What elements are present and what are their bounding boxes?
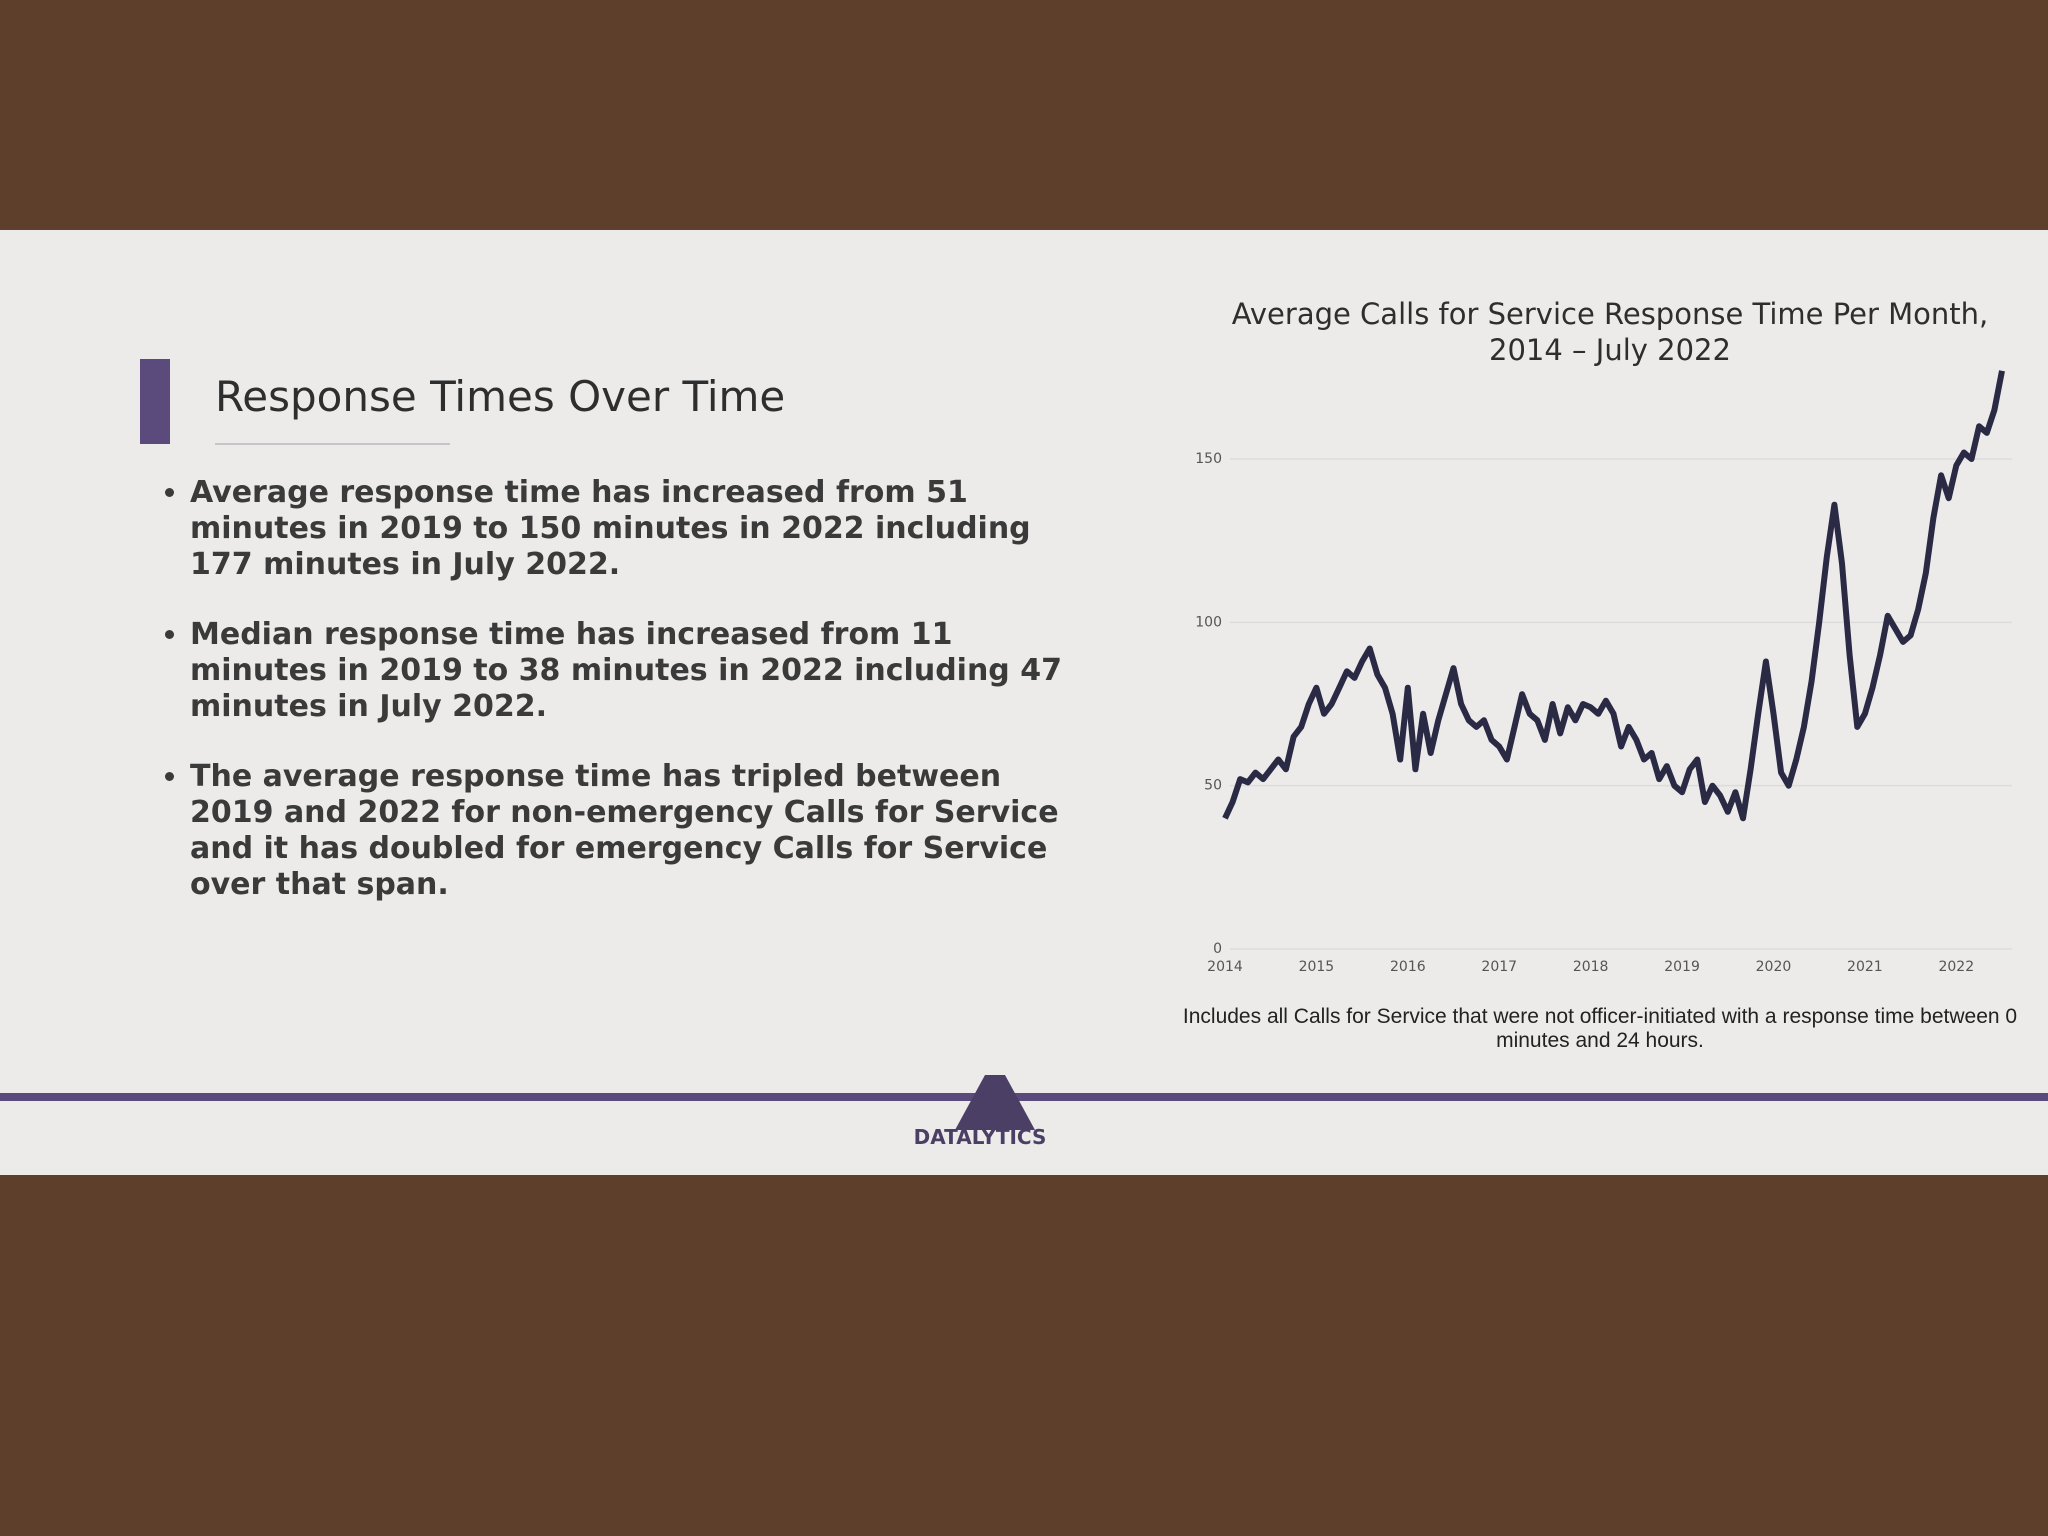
x-tick-label: 2021 — [1847, 959, 1883, 975]
x-tick-label: 2015 — [1299, 959, 1335, 975]
y-tick-label: 150 — [1195, 451, 1222, 467]
footer-band — [0, 1093, 2048, 1101]
x-tick-label: 2016 — [1390, 959, 1426, 975]
x-tick-label: 2018 — [1573, 959, 1609, 975]
series-line — [1222, 370, 2005, 822]
accent-bar — [140, 359, 170, 444]
slide — [0, 230, 2048, 1175]
bullet: Average response time has increased from… — [190, 475, 1090, 583]
x-tick-label: 2020 — [1756, 959, 1792, 975]
logo-text: DATALYTICS — [913, 1125, 1047, 1149]
logo-mark — [955, 1075, 1035, 1130]
x-tick-label: 2019 — [1664, 959, 1700, 975]
y-tick-label: 0 — [1213, 941, 1222, 957]
title-rule — [215, 443, 450, 445]
x-tick-label: 2022 — [1938, 959, 1974, 975]
slide-title: Response Times Over Time — [215, 372, 786, 421]
chart-title: Average Calls for Service Response Time … — [1231, 297, 1989, 367]
y-tick-label: 50 — [1204, 778, 1222, 794]
x-tick-label: 2014 — [1207, 959, 1243, 975]
y-tick-label: 100 — [1195, 614, 1222, 630]
bullet: Median response time has increased from … — [190, 617, 1090, 725]
bullet: The average response time has tripled be… — [190, 759, 1090, 903]
x-tick-label: 2017 — [1481, 959, 1517, 975]
bullet-list: Average response time has increased from… — [150, 475, 1090, 937]
chart-note: Includes all Calls for Service that were… — [1182, 1005, 2018, 1052]
